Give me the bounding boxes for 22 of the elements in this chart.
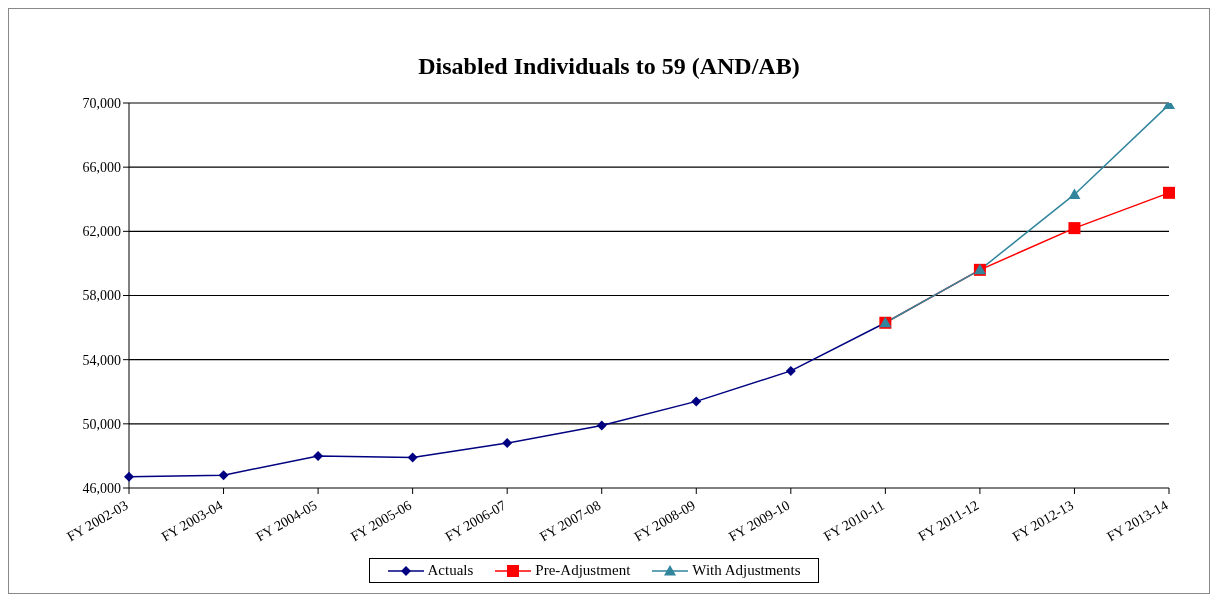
y-tick-label: 62,000 bbox=[82, 224, 121, 240]
y-tick-label: 66,000 bbox=[82, 160, 121, 176]
point bbox=[785, 365, 796, 376]
point bbox=[691, 396, 702, 407]
chart-title: Disabled Individuals to 59 (AND/AB) bbox=[417, 52, 801, 81]
y-tick-label: 58,000 bbox=[82, 288, 121, 304]
point bbox=[218, 470, 229, 481]
y-tick-label: 54,000 bbox=[82, 352, 121, 368]
point bbox=[407, 452, 418, 463]
legend-label: Pre-Adjustment bbox=[534, 562, 631, 579]
point bbox=[502, 438, 513, 449]
y-tick-label: 46,000 bbox=[82, 480, 121, 496]
point bbox=[1068, 188, 1081, 199]
point bbox=[596, 420, 607, 431]
y-tick-label: 70,000 bbox=[82, 95, 121, 111]
legend-label: With Adjustments bbox=[691, 562, 801, 579]
point bbox=[1163, 186, 1175, 199]
y-tick-label: 50,000 bbox=[82, 416, 121, 432]
legend-label: Actuals bbox=[426, 562, 474, 579]
point bbox=[124, 471, 134, 482]
point bbox=[313, 450, 324, 461]
point bbox=[1068, 222, 1081, 235]
